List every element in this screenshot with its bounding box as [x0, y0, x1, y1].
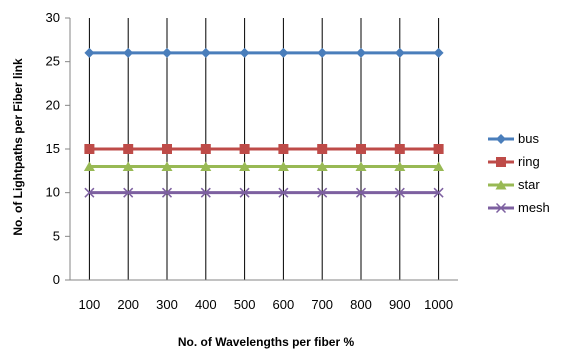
data-point-mesh: [278, 187, 289, 198]
y-tick-label: 0: [53, 272, 60, 287]
y-tick-label: 25: [46, 54, 60, 69]
data-point-ring: [84, 144, 95, 154]
data-point-mesh: [123, 187, 134, 198]
legend-swatch-marker: [495, 180, 507, 190]
data-point-star: [316, 161, 328, 171]
x-tick-label: 700: [311, 297, 333, 312]
y-tick-label: 30: [46, 10, 60, 25]
series: [83, 47, 445, 198]
data-point-mesh: [84, 187, 95, 198]
data-point-ring: [239, 144, 250, 154]
legend-swatch-marker: [496, 134, 506, 144]
data-point-bus: [317, 47, 328, 58]
y-tick-label: 5: [53, 228, 60, 243]
data-point-mesh: [355, 187, 367, 198]
axes: [65, 17, 458, 281]
data-point-mesh: [161, 187, 173, 198]
x-tick-label: 500: [234, 297, 256, 312]
data-point-ring: [200, 144, 211, 154]
data-point-star: [122, 161, 134, 171]
legend-item-star: star: [488, 177, 540, 192]
x-tick-label: 100: [79, 297, 101, 312]
data-point-bus: [278, 47, 289, 58]
data-point-star: [83, 161, 95, 171]
data-point-star: [277, 161, 289, 171]
legend-swatch-marker: [496, 157, 506, 167]
y-tick-labels: 0 5 10 15 20 25 30: [46, 10, 60, 287]
series-mesh: [84, 187, 444, 198]
x-tick-labels: 100 200 300 400 500 600 700 800 900 1000: [79, 297, 454, 312]
data-point-bus: [84, 47, 95, 58]
data-point-ring: [433, 144, 444, 154]
data-point-ring: [162, 144, 172, 154]
data-point-star: [394, 161, 406, 171]
series-bus: [84, 47, 444, 58]
data-point-ring: [278, 144, 289, 154]
data-point-bus: [433, 47, 444, 58]
data-point-star: [200, 161, 212, 171]
legend-item-bus: bus: [488, 131, 539, 146]
x-axis-title: No. of Wavelengths per fiber %: [178, 335, 355, 349]
x-tick-label: 900: [389, 297, 411, 312]
y-axis-title: No. of Lightpaths per Fiber link: [11, 58, 25, 236]
data-point-mesh: [239, 187, 250, 198]
data-point-star: [433, 161, 445, 171]
y-tick-label: 10: [46, 185, 60, 200]
legend-item-mesh: mesh: [488, 200, 550, 215]
data-point-bus: [394, 47, 405, 58]
x-tick-label: 200: [117, 297, 139, 312]
data-point-mesh: [394, 187, 405, 198]
y-tick-label: 20: [46, 97, 60, 112]
data-point-star: [355, 161, 367, 171]
x-tick-label: 400: [195, 297, 217, 312]
data-point-mesh: [317, 187, 328, 198]
legend-swatch-marker: [495, 202, 507, 214]
series-ring: [84, 144, 444, 154]
data-point-star: [161, 161, 173, 171]
legend-label: bus: [518, 131, 539, 146]
legend: bus ring star mesh: [488, 131, 550, 215]
x-tick-label: 600: [273, 297, 295, 312]
series-star: [83, 161, 445, 171]
data-point-bus: [200, 47, 211, 58]
data-point-star: [239, 161, 251, 171]
legend-label: ring: [518, 154, 540, 169]
x-tick-label: 800: [350, 297, 372, 312]
data-point-ring: [123, 144, 134, 154]
legend-label: star: [518, 177, 540, 192]
data-point-bus: [239, 47, 250, 58]
data-point-bus: [123, 47, 134, 58]
legend-label: mesh: [518, 200, 550, 215]
data-point-mesh: [433, 187, 444, 198]
x-tick-label: 1000: [424, 297, 453, 312]
y-tick-label: 15: [46, 141, 60, 156]
legend-item-ring: ring: [488, 154, 540, 169]
data-point-ring: [356, 144, 366, 154]
data-point-bus: [162, 47, 172, 58]
data-point-bus: [356, 47, 366, 58]
x-tick-label: 300: [156, 297, 178, 312]
data-point-ring: [394, 144, 405, 154]
data-point-ring: [317, 144, 328, 154]
data-point-mesh: [200, 187, 211, 198]
